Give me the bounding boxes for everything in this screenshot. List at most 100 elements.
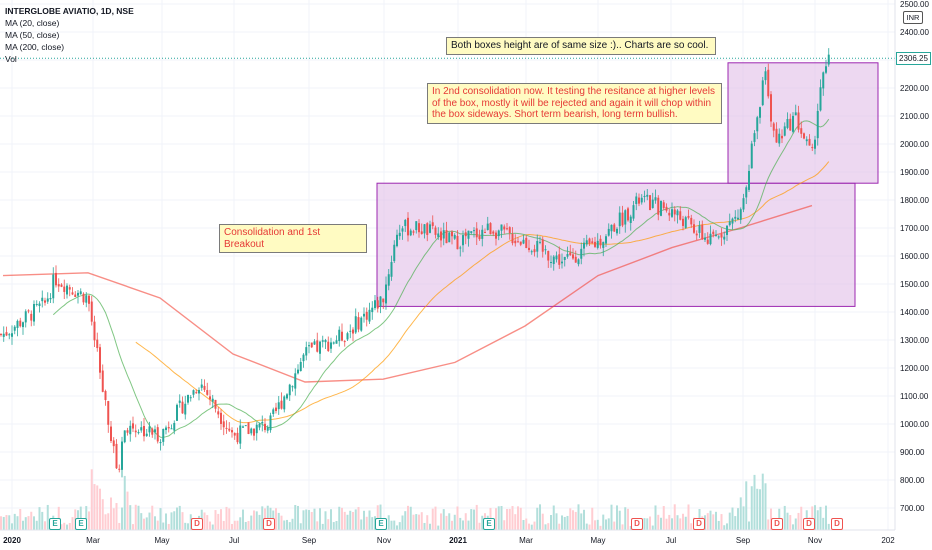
candle-body xyxy=(44,300,46,303)
volume-bar xyxy=(511,506,514,530)
candle-body xyxy=(792,115,794,132)
volume-bar xyxy=(431,508,434,530)
note-box1[interactable]: Consolidation and 1st Breakout xyxy=(219,224,367,253)
volume-bar xyxy=(233,520,236,530)
candle-body xyxy=(566,254,569,257)
volume-bar xyxy=(214,510,217,530)
candle-body xyxy=(712,231,715,235)
ma20-legend[interactable]: MA (20, close) xyxy=(5,18,60,28)
y-tick-label: 2000.00 xyxy=(900,140,929,149)
candle-body xyxy=(335,340,338,344)
chart-legend: INTERGLOBE AVIATIO, 1D, NSE MA (20, clos… xyxy=(5,5,134,65)
candle-body xyxy=(11,333,13,337)
candle-body xyxy=(167,427,170,429)
note-top[interactable]: Both boxes height are of same size :).. … xyxy=(446,37,716,55)
y-tick-label: 1100.00 xyxy=(900,392,929,401)
y-tick-label: 1300.00 xyxy=(900,336,929,345)
volume-bar xyxy=(756,488,759,530)
candle-body xyxy=(695,233,698,236)
earnings-badge[interactable]: E xyxy=(49,518,61,530)
volume-bar xyxy=(481,515,484,530)
candle-body xyxy=(35,303,38,305)
volume-bar xyxy=(376,505,379,530)
volume-bar xyxy=(101,499,104,530)
volume-bar xyxy=(682,513,684,530)
candle-body xyxy=(280,400,283,409)
earnings-badge[interactable]: E xyxy=(375,518,387,530)
candle-body xyxy=(401,228,404,232)
candle-body xyxy=(668,212,671,216)
volume-bar xyxy=(618,510,621,530)
volume-bar xyxy=(404,511,407,530)
symbol-title[interactable]: INTERGLOBE AVIATIO, 1D, NSE xyxy=(5,6,134,16)
volume-bar xyxy=(566,515,569,530)
volume-bar xyxy=(275,508,277,530)
volume-bar xyxy=(706,513,709,530)
candle-body xyxy=(52,274,55,299)
volume-bar xyxy=(473,509,475,530)
volume-bar xyxy=(143,518,145,530)
candle-body xyxy=(514,240,517,244)
candle-body xyxy=(5,332,8,336)
candle-body xyxy=(627,208,629,221)
volume-bar xyxy=(429,523,431,530)
dividend-badge[interactable]: D xyxy=(263,518,275,530)
volume-bar xyxy=(412,514,415,530)
x-tick-label: Mar xyxy=(86,536,100,545)
volume-bar xyxy=(121,507,123,530)
dividend-badge[interactable]: D xyxy=(831,518,843,530)
candle-body xyxy=(324,340,327,343)
candle-body xyxy=(772,123,775,131)
candle-body xyxy=(671,209,673,217)
volume-legend[interactable]: Vol xyxy=(5,54,17,64)
candle-body xyxy=(822,72,825,89)
volume-bar xyxy=(500,505,503,530)
candle-body xyxy=(800,128,803,134)
volume-bar xyxy=(13,513,16,530)
earnings-badge[interactable]: E xyxy=(75,518,87,530)
candle-body xyxy=(734,216,737,219)
volume-bar xyxy=(398,522,401,530)
x-tick-label: 2021 xyxy=(449,536,467,545)
ma50-legend[interactable]: MA (50, close) xyxy=(5,30,60,40)
candle-body xyxy=(528,247,530,251)
volume-bar xyxy=(297,505,299,530)
volume-bar xyxy=(104,514,107,530)
candle-body xyxy=(341,331,343,341)
x-tick-label: Mar xyxy=(519,536,533,545)
candle-body xyxy=(79,291,82,295)
candle-body xyxy=(371,307,374,313)
candle-body xyxy=(786,119,789,128)
candle-body xyxy=(484,232,486,234)
volume-bar xyxy=(352,511,354,530)
note-box2[interactable]: In 2nd consolidation now. It testing the… xyxy=(427,83,722,124)
volume-bar xyxy=(99,488,101,530)
candle-body xyxy=(693,224,695,233)
currency-badge[interactable]: INR xyxy=(903,11,923,24)
earnings-badge[interactable]: E xyxy=(483,518,495,530)
volume-bar xyxy=(266,505,269,530)
dividend-badge[interactable]: D xyxy=(803,518,815,530)
dividend-badge[interactable]: D xyxy=(693,518,705,530)
candle-body xyxy=(431,222,434,227)
dividend-badge[interactable]: D xyxy=(191,518,203,530)
candle-body xyxy=(473,230,475,232)
dividend-badge[interactable]: D xyxy=(771,518,783,530)
candle-body xyxy=(360,317,363,331)
volume-bar xyxy=(437,525,440,530)
candle-body xyxy=(492,231,495,234)
candle-body xyxy=(55,272,57,286)
candle-body xyxy=(38,303,41,307)
x-tick-label: 2020 xyxy=(3,536,21,545)
candle-body xyxy=(140,427,143,431)
candle-body xyxy=(233,433,236,436)
volume-bar xyxy=(423,522,426,530)
volume-bar xyxy=(445,515,448,530)
volume-bar xyxy=(750,486,753,530)
volume-bar xyxy=(819,506,822,530)
volume-bar xyxy=(178,505,181,530)
candle-body xyxy=(374,300,376,309)
ma200-legend[interactable]: MA (200, close) xyxy=(5,42,65,52)
dividend-badge[interactable]: D xyxy=(631,518,643,530)
